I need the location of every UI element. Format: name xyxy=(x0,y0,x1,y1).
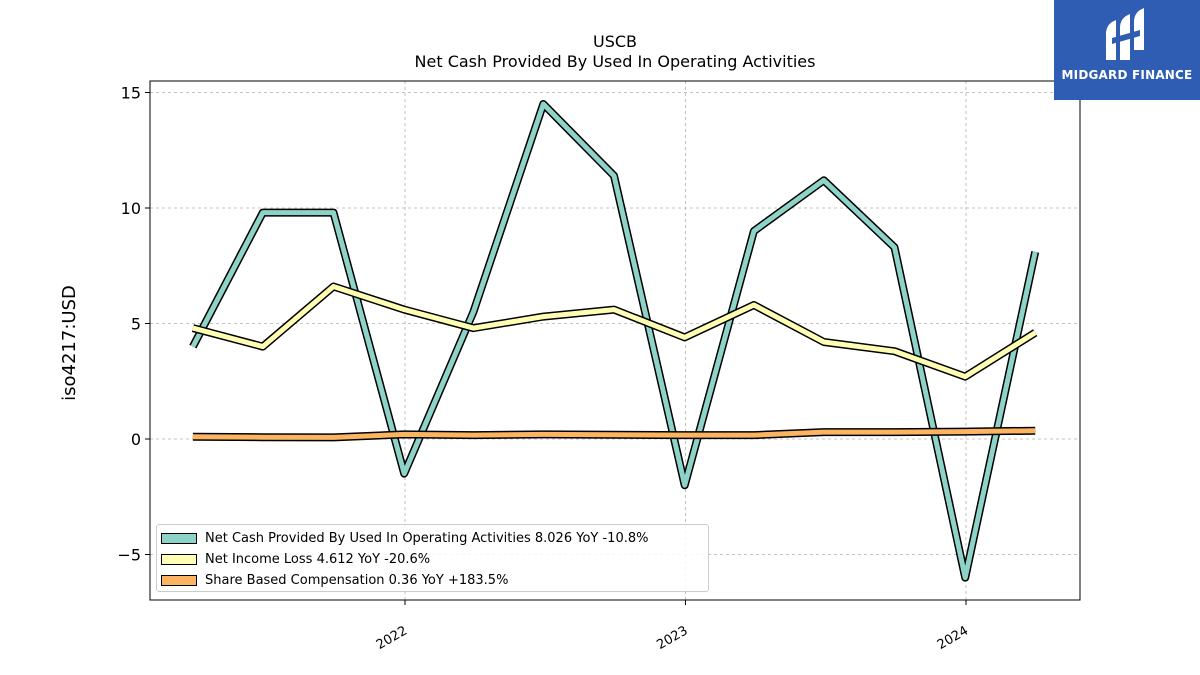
legend-item-net-income: Net Income Loss 4.612 YoY -20.6% xyxy=(161,549,430,569)
x-tick-label: 2023 xyxy=(654,623,690,653)
y-axis-label: iso4217:USD xyxy=(59,285,80,401)
y-tick-label: 15 xyxy=(121,84,141,103)
y-tick-label: 5 xyxy=(131,315,141,334)
y-tick-label: 10 xyxy=(121,199,141,218)
legend-label-share-comp: Share Based Compensation 0.36 YoY +183.5… xyxy=(205,572,509,588)
midgard-logo-icon xyxy=(1106,8,1144,60)
legend-swatch-net-income xyxy=(161,553,197,565)
chart-title: USCB xyxy=(593,32,637,51)
x-tick-label: 2024 xyxy=(935,623,971,653)
y-tick-label: −5 xyxy=(117,546,141,565)
series-line-net-cash xyxy=(190,101,1038,581)
legend-item-share-comp: Share Based Compensation 0.36 YoY +183.5… xyxy=(161,570,508,590)
legend-swatch-share-comp xyxy=(161,574,197,586)
series-layer xyxy=(189,100,1040,582)
legend-label-net-cash: Net Cash Provided By Used In Operating A… xyxy=(205,530,649,546)
legend-label-net-income: Net Income Loss 4.612 YoY -20.6% xyxy=(205,551,431,567)
plot-frame xyxy=(149,80,1081,601)
chart-subtitle: Net Cash Provided By Used In Operating A… xyxy=(415,52,816,71)
grid xyxy=(150,81,1080,600)
legend-swatch-net-cash xyxy=(161,532,197,544)
y-tick-label: 0 xyxy=(131,430,141,449)
x-tick-label: 2022 xyxy=(374,623,410,653)
legend-item-net-cash: Net Cash Provided By Used In Operating A… xyxy=(161,528,648,548)
legend: Net Cash Provided By Used In Operating A… xyxy=(156,524,709,592)
logo-text: MIDGARD FINANCE xyxy=(1061,68,1193,82)
midgard-finance-logo: MIDGARD FINANCE xyxy=(1054,0,1200,100)
